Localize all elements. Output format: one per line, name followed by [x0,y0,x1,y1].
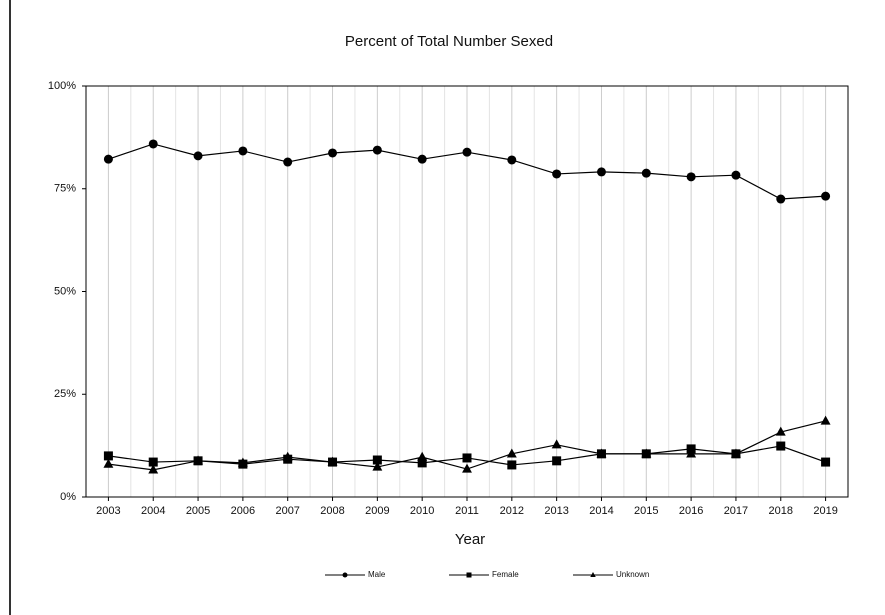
legend: Male Female Unknown [325,570,649,579]
marker [731,170,741,180]
y-tick-label: 100% [48,80,76,92]
x-tick-label: 2003 [96,505,120,517]
x-tick-label: 2006 [231,505,255,517]
marker [328,148,338,158]
marker [641,168,651,178]
marker [342,572,348,578]
marker [641,448,652,458]
marker [193,455,204,465]
x-tick-label: 2018 [769,505,793,517]
chart-title: Percent of Total Number Sexed [345,33,553,50]
legend-label: Unknown [616,570,649,579]
y-tick-label: 25% [54,388,76,400]
marker [821,191,831,201]
x-tick-label: 2019 [813,505,837,517]
marker [507,155,517,165]
marker [820,415,831,425]
marker [821,457,831,467]
marker [776,194,786,204]
marker [327,456,338,466]
marker [552,456,562,466]
y-tick-label: 75% [54,183,76,195]
x-tick-label: 2011 [455,505,479,517]
marker [417,451,428,461]
marker [462,453,472,463]
marker [282,451,293,461]
marker [596,167,606,177]
marker [238,146,248,156]
legend-label: Female [492,570,519,579]
x-tick-label: 2008 [320,505,344,517]
marker [462,147,472,157]
marker [372,145,382,155]
marker [148,464,159,474]
marker [686,448,697,458]
marker [686,172,696,182]
marker [730,448,741,458]
marker [466,572,472,578]
marker [283,157,293,167]
marker [372,461,383,471]
marker [507,460,517,470]
marker [417,154,427,164]
marker [417,458,427,468]
marker [551,439,562,449]
marker [590,572,596,577]
marker [462,463,472,473]
marker [552,169,562,179]
marker [148,457,158,467]
marker [148,139,158,149]
legend-label: Male [368,570,386,579]
x-axis-label: Year [455,531,485,548]
marker [596,448,607,458]
y-tick-label: 0% [60,491,76,503]
marker [193,151,203,161]
x-tick-label: 2015 [634,505,658,517]
x-tick-label: 2013 [544,505,568,517]
x-tick-label: 2004 [141,505,165,517]
marker [372,455,382,465]
marker [776,441,786,451]
marker [103,154,113,164]
x-tick-label: 2014 [589,505,613,517]
x-tick-label: 2016 [679,505,703,517]
x-tick-label: 2009 [365,505,389,517]
x-tick-label: 2010 [410,505,434,517]
marker [506,448,517,458]
x-tick-label: 2007 [275,505,299,517]
marker [237,457,248,467]
x-tick-label: 2005 [186,505,210,517]
marker [103,451,113,461]
x-tick-label: 2012 [500,505,524,517]
x-tick-label: 2017 [724,505,748,517]
y-tick-label: 50% [54,285,76,297]
marker [103,458,114,468]
marker [775,426,786,436]
